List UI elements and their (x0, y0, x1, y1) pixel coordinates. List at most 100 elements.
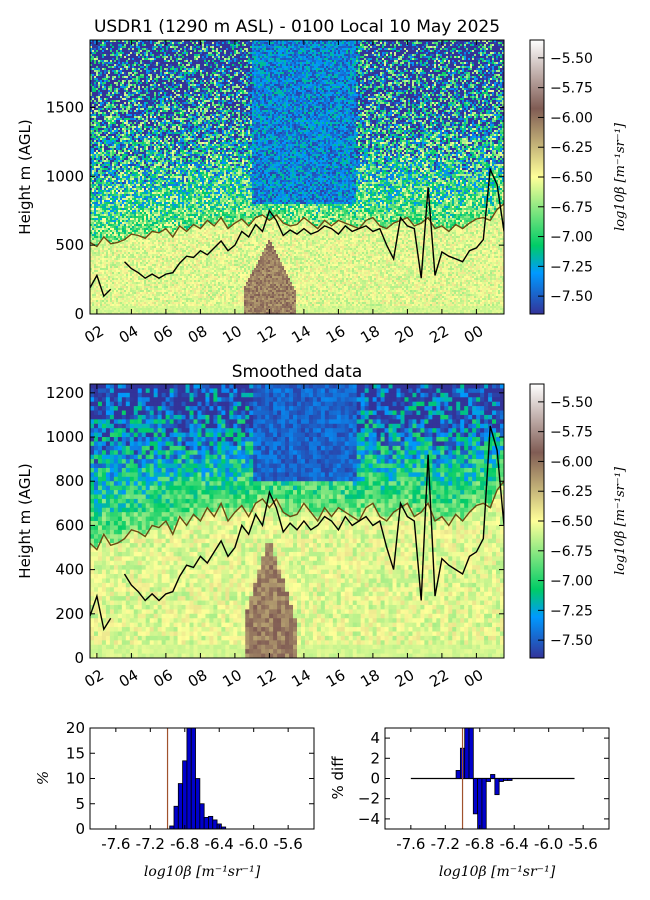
bar (187, 728, 191, 829)
colorbar-label: log10β [m⁻¹sr⁻¹] (613, 466, 628, 575)
y-tick-label: −2 (358, 790, 380, 808)
x-tick-label: 00 (461, 322, 487, 347)
y-tick-label: 800 (55, 472, 84, 490)
colorbar-tick-label: −7.25 (550, 603, 593, 619)
x-tick-label: -6.8 (170, 835, 199, 853)
bar (499, 779, 503, 782)
y-tick-label: 200 (55, 605, 84, 623)
bar (456, 770, 460, 778)
y-tick-label: 10 (66, 770, 85, 788)
colorbar-tick-label: −6.75 (550, 544, 593, 560)
y-axis-label: % (34, 771, 52, 785)
bar (482, 779, 486, 830)
x-tick-label: 10 (219, 666, 245, 691)
y-axis-label: Height m (AGL) (16, 463, 34, 578)
x-tick-label: 18 (357, 322, 383, 347)
y-tick-label: 500 (55, 236, 84, 254)
heatmap-title: Smoothed data (232, 362, 363, 382)
colorbar: −5.50 −5.75 −6.00 −6.25 −6.50 −6.75 −7.00 −7.25… (530, 384, 628, 658)
bar (473, 779, 477, 814)
bar (183, 761, 187, 829)
y-tick-label: 4 (370, 729, 380, 747)
x-tick-label: -6.4 (205, 835, 234, 853)
colorbar-tick-label: −7.25 (550, 259, 593, 275)
y-tick-label: 600 (55, 516, 84, 534)
x-tick-label: 08 (185, 666, 211, 691)
bar (465, 728, 469, 779)
heatmap-title: USDR1 (1290 m ASL) - 0100 Local 10 May 2… (94, 17, 500, 37)
y-tick-label: 0 (75, 820, 85, 838)
colorbar-tick-label: −6.00 (550, 454, 593, 470)
smoothed-heatmap-panel: Smoothed data Height m (AGL) 02 04 06 08 10 1… (16, 362, 504, 691)
colorbar-tick-label: −6.75 (550, 200, 593, 216)
bar (196, 779, 200, 830)
colorbar-tick-label: −5.50 (550, 395, 593, 411)
bar (478, 779, 482, 830)
x-tick-label: 22 (426, 322, 452, 347)
x-axis-label: log10β [m⁻¹sr⁻¹] (144, 864, 261, 880)
y-tick-label: 15 (66, 744, 85, 762)
x-tick-label: 16 (323, 322, 349, 347)
y-tick-label: 0 (74, 305, 84, 323)
colorbar-tick-label: −6.50 (550, 514, 593, 530)
y-tick-label: 5 (75, 795, 85, 813)
heatmap-image (90, 384, 504, 658)
x-tick-label: 04 (116, 322, 142, 347)
x-tick-label: 02 (81, 322, 107, 347)
bar (178, 784, 182, 829)
x-tick-label: 04 (116, 666, 142, 691)
y-tick-label: 20 (66, 719, 85, 737)
x-tick-label: 14 (288, 322, 314, 347)
bar (491, 774, 495, 778)
x-tick-label: -7.6 (396, 835, 425, 853)
bar (486, 779, 490, 782)
bar (495, 779, 499, 795)
heatmap-panel: USDR1 (1290 m ASL) - 0100 Local 10 May 2… (16, 17, 504, 347)
y-tick-label: 1200 (46, 384, 84, 402)
x-tick-label: 12 (254, 666, 280, 691)
colorbar-tick-label: −7.00 (550, 230, 593, 246)
x-tick-label: -6.0 (534, 835, 563, 853)
colorbar: −5.50−5.75−6.00−6.25−6.50−6.75−7.00−7.25… (530, 40, 628, 314)
x-tick-label: 06 (150, 322, 176, 347)
colorbar-tick-label: −7.50 (550, 633, 593, 649)
x-tick-label: 02 (81, 666, 107, 691)
x-tick-label: 20 (392, 322, 418, 347)
colorbar-label: log10β [m⁻¹sr⁻¹] (613, 122, 628, 231)
colorbar-tick-label: −6.25 (550, 140, 593, 156)
y-tick-label: 1500 (46, 98, 84, 116)
x-tick-label: -6.4 (500, 835, 529, 853)
colorbar-tick-label: −7.00 (550, 574, 593, 590)
x-tick-label: 18 (357, 666, 383, 691)
colorbar-tick-label: −7.50 (550, 289, 593, 305)
x-tick-label: 00 (461, 666, 487, 691)
bar (503, 779, 507, 781)
y-tick-label: −4 (358, 810, 380, 828)
x-tick-label: 22 (426, 666, 452, 691)
colorbar-tick-label: −6.25 (550, 484, 593, 500)
colorbar-tick-label: −5.50 (550, 51, 593, 67)
x-tick-label: -5.6 (569, 835, 598, 853)
x-tick-label: 06 (150, 666, 176, 691)
heatmap-image (90, 40, 504, 314)
y-axis-label: % diff (329, 756, 347, 800)
y-axis-label: Height m (AGL) (16, 119, 34, 234)
bar (469, 728, 473, 779)
x-tick-label: 20 (392, 666, 418, 691)
x-axis-label: log10β [m⁻¹sr⁻¹] (439, 864, 556, 880)
colorbar-tick-label: −5.75 (550, 425, 593, 441)
x-tick-label: -5.6 (274, 835, 303, 853)
y-tick-label: 1000 (46, 167, 84, 185)
colorbar-tick-label: −5.75 (550, 81, 593, 97)
bar (208, 816, 212, 829)
x-tick-label: -6.8 (465, 835, 494, 853)
x-tick-label: -7.2 (431, 835, 460, 853)
y-tick-label: 0 (74, 649, 84, 667)
bar (191, 728, 195, 829)
bar (508, 779, 512, 781)
bar (204, 817, 208, 829)
x-tick-label: 16 (323, 666, 349, 691)
x-tick-label: -6.0 (239, 835, 268, 853)
